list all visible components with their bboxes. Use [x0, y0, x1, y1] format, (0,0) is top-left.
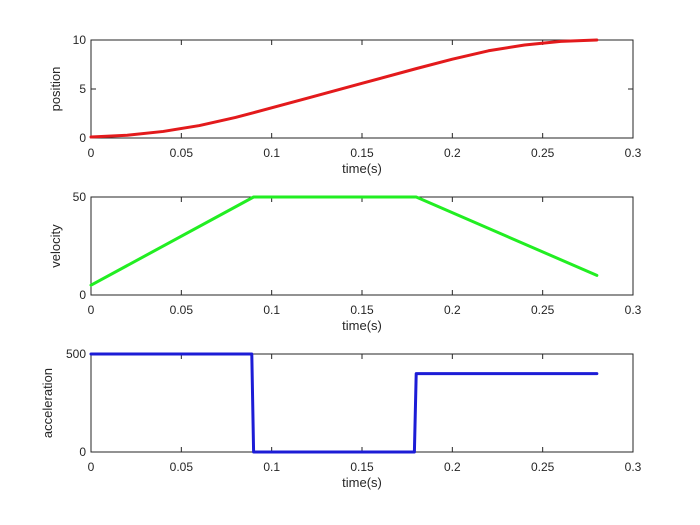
x-tick-label: 0.05: [170, 460, 194, 474]
x-tick-label: 0.05: [170, 146, 194, 160]
position-axes-box: [90, 39, 634, 139]
position-panel: 0 0.05 0.1 0.15 0.2 0.25 0.3 0 5 10 time(s) positio…: [48, 33, 642, 176]
x-tick-label: 0.1: [263, 460, 280, 474]
velocity-axes-box: [90, 196, 634, 296]
x-tick-label: 0.2: [444, 146, 461, 160]
x-axis-label: time(s): [342, 475, 382, 490]
x-tick-label: 0.25: [531, 460, 555, 474]
x-tick-label: 0.15: [350, 460, 374, 474]
x-tick-label: 0.3: [625, 303, 642, 317]
acceleration-axes-box: [90, 353, 634, 453]
x-tick-label: 0.05: [170, 303, 194, 317]
y-tick-label: 10: [73, 33, 87, 47]
y-tick-label: 5: [79, 82, 86, 96]
x-tick-label: 0.2: [444, 460, 461, 474]
x-tick-label: 0.1: [263, 146, 280, 160]
acceleration-panel: 0 0.05 0.1 0.15 0.2 0.25 0.3 0 500 time(s) acceler…: [40, 347, 642, 490]
x-tick-label: 0.15: [350, 146, 374, 160]
velocity-series-line: [89, 195, 599, 287]
x-tick-label: 0.2: [444, 303, 461, 317]
y-tick-label: 0: [79, 288, 86, 302]
x-tick-label: 0.25: [531, 303, 555, 317]
x-tick-label: 0.3: [625, 146, 642, 160]
y-axis-label: acceleration: [40, 368, 55, 438]
y-tick-label: 50: [73, 190, 87, 204]
x-axis-label: time(s): [342, 318, 382, 333]
acceleration-series-line: [89, 352, 599, 454]
y-tick-label: 0: [79, 445, 86, 459]
y-tick-label: 0: [79, 131, 86, 145]
x-tick-label: 0: [88, 303, 95, 317]
x-tick-label: 0: [88, 146, 95, 160]
x-tick-label: 0.25: [531, 146, 555, 160]
y-tick-label: 500: [66, 347, 86, 361]
x-tick-label: 0.1: [263, 303, 280, 317]
position-series-line: [89, 38, 599, 139]
y-axis-label: velocity: [48, 224, 63, 268]
x-axis-label: time(s): [342, 161, 382, 176]
x-tick-label: 0: [88, 460, 95, 474]
velocity-panel: 0 0.05 0.1 0.15 0.2 0.25 0.3 0 50 time(s) velocity: [48, 190, 642, 333]
x-tick-label: 0.3: [625, 460, 642, 474]
x-tick-label: 0.15: [350, 303, 374, 317]
y-axis-label: position: [48, 67, 63, 112]
